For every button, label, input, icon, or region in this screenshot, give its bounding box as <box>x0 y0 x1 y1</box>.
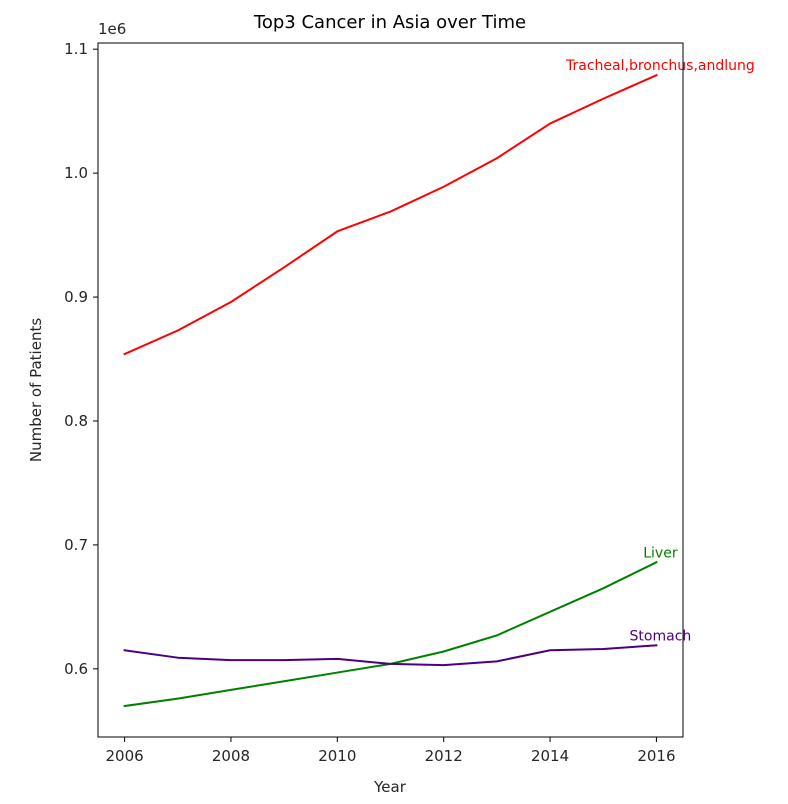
series-label-1: Liver <box>643 545 678 561</box>
x-axis-label: Year <box>373 778 407 796</box>
y-tick-label: 1.1 <box>64 40 88 58</box>
x-tick-label: 2006 <box>105 747 143 765</box>
y-axis: 0.6 0.7 0.8 0.9 1.0 1.1 <box>64 40 98 678</box>
series-label-layer: Tracheal,bronchus,andlung Liver Stomach <box>565 58 755 644</box>
series-layer <box>123 73 658 708</box>
x-tick-label: 2016 <box>637 747 675 765</box>
y-tick-label: 0.6 <box>64 660 88 678</box>
x-tick-label: 2012 <box>425 747 463 765</box>
y-tick-label: 0.8 <box>64 412 88 430</box>
plot-frame <box>97 42 684 738</box>
y-axis-label: Number of Patients <box>27 318 45 462</box>
y-tick-label: 0.7 <box>64 536 88 554</box>
y-tick-label: 0.9 <box>64 288 88 306</box>
x-tick-label: 2010 <box>318 747 356 765</box>
x-axis: 2006 2008 2010 2012 2014 2016 <box>105 737 676 765</box>
x-tick-label: 2014 <box>531 747 569 765</box>
y-tick-label: 1.0 <box>64 164 88 182</box>
series-label-0: Tracheal,bronchus,andlung <box>565 58 755 74</box>
x-tick-label: 2008 <box>212 747 250 765</box>
chart-title: Top3 Cancer in Asia over Time <box>253 12 526 33</box>
series-line-0 <box>123 73 658 356</box>
series-line-2 <box>123 644 658 667</box>
series-label-2: Stomach <box>630 628 692 644</box>
y-offset-label: 1e6 <box>98 20 126 38</box>
